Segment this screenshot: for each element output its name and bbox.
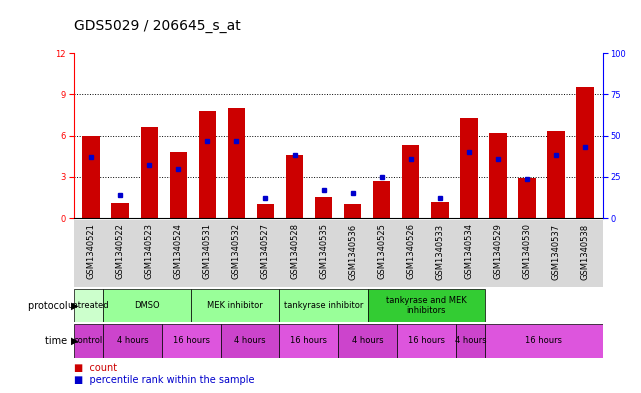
Bar	[170, 152, 187, 218]
Bar	[338, 324, 397, 358]
Bar	[228, 108, 245, 218]
Text: 16 hours: 16 hours	[525, 336, 562, 345]
Text: 4 hours: 4 hours	[234, 336, 266, 345]
Text: GSM1340531: GSM1340531	[203, 223, 212, 279]
Text: GSM1340529: GSM1340529	[494, 223, 503, 279]
Bar	[485, 324, 603, 358]
Bar	[373, 181, 390, 218]
Text: 4 hours: 4 hours	[352, 336, 383, 345]
Text: 4 hours: 4 hours	[454, 336, 486, 345]
Text: ▶: ▶	[71, 336, 78, 346]
Bar	[519, 178, 536, 218]
Bar	[279, 289, 367, 322]
Text: GSM1340527: GSM1340527	[261, 223, 270, 279]
Text: 16 hours: 16 hours	[408, 336, 445, 345]
Text: GSM1340526: GSM1340526	[406, 223, 415, 279]
Text: GSM1340537: GSM1340537	[551, 223, 560, 279]
Text: protocol: protocol	[28, 301, 71, 310]
Bar	[140, 127, 158, 218]
Text: GSM1340535: GSM1340535	[319, 223, 328, 279]
Bar	[162, 324, 221, 358]
Bar	[83, 136, 100, 218]
Bar	[456, 324, 485, 358]
Text: time: time	[46, 336, 71, 346]
Text: MEK inhibitor: MEK inhibitor	[208, 301, 263, 310]
Text: GSM1340530: GSM1340530	[522, 223, 531, 279]
Bar	[576, 87, 594, 218]
Text: GSM1340532: GSM1340532	[232, 223, 241, 279]
Text: GDS5029 / 206645_s_at: GDS5029 / 206645_s_at	[74, 19, 240, 33]
Bar	[489, 133, 506, 218]
Text: GSM1340524: GSM1340524	[174, 223, 183, 279]
Text: 16 hours: 16 hours	[290, 336, 328, 345]
Text: GSM1340523: GSM1340523	[145, 223, 154, 279]
Text: GSM1340528: GSM1340528	[290, 223, 299, 279]
Text: ■  percentile rank within the sample: ■ percentile rank within the sample	[74, 375, 254, 385]
Bar	[367, 289, 485, 322]
Text: GSM1340534: GSM1340534	[464, 223, 474, 279]
Text: tankyrase inhibitor: tankyrase inhibitor	[284, 301, 363, 310]
Text: ■  count: ■ count	[74, 364, 117, 373]
Bar	[279, 324, 338, 358]
Bar	[74, 324, 103, 358]
Bar	[257, 204, 274, 218]
Bar	[431, 202, 449, 218]
Text: 4 hours: 4 hours	[117, 336, 148, 345]
Bar	[103, 289, 191, 322]
Bar	[460, 118, 478, 218]
Text: GSM1340521: GSM1340521	[87, 223, 96, 279]
Text: GSM1340533: GSM1340533	[435, 223, 444, 279]
Bar	[221, 324, 279, 358]
Text: GSM1340538: GSM1340538	[581, 223, 590, 279]
Text: untreated: untreated	[67, 301, 109, 310]
Bar	[315, 197, 332, 218]
Text: ▶: ▶	[71, 301, 78, 310]
Text: GSM1340536: GSM1340536	[348, 223, 357, 279]
Text: GSM1340522: GSM1340522	[116, 223, 125, 279]
Text: tankyrase and MEK
inhibitors: tankyrase and MEK inhibitors	[386, 296, 467, 315]
Bar	[199, 111, 216, 218]
Text: control: control	[74, 336, 103, 345]
Bar	[103, 324, 162, 358]
Bar	[286, 155, 303, 218]
Bar	[397, 324, 456, 358]
Bar	[112, 203, 129, 218]
Bar	[74, 289, 103, 322]
Bar	[547, 131, 565, 218]
Bar	[344, 204, 362, 218]
Bar	[402, 145, 419, 218]
Text: 16 hours: 16 hours	[172, 336, 210, 345]
Text: GSM1340525: GSM1340525	[377, 223, 387, 279]
Bar	[191, 289, 279, 322]
Text: DMSO: DMSO	[135, 301, 160, 310]
